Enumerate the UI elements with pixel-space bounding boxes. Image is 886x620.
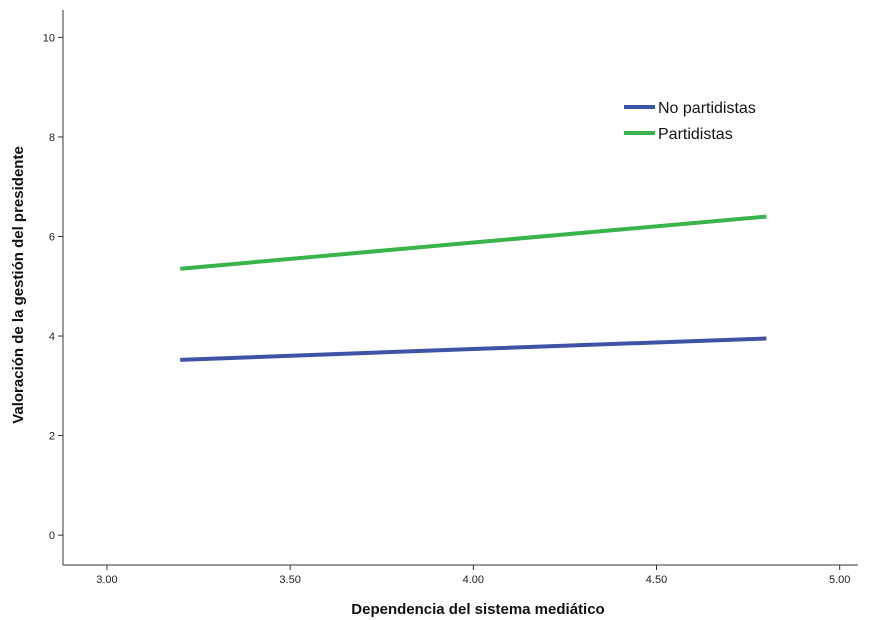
y-tick-label: 4 — [49, 331, 55, 343]
y-tick-label: 6 — [49, 231, 55, 243]
y-tick-label: 0 — [49, 530, 55, 542]
axes: 0 2 4 6 8 10 3.00 3.50 4.00 4.50 5.00 — [43, 10, 858, 586]
x-tick-label: 4.50 — [646, 574, 667, 586]
series-line-2 — [180, 214, 767, 271]
x-tick-label: 3.50 — [279, 574, 300, 586]
x-tick-label: 3.00 — [96, 574, 117, 586]
series-line-1 — [180, 336, 767, 362]
y-tick-label: 8 — [49, 132, 55, 144]
y-axis-title: Valoración de la gestión del presidente — [10, 146, 27, 424]
x-tick-label: 5.00 — [829, 574, 850, 586]
x-axis-title: Dependencia del sistema mediático — [351, 601, 604, 618]
legend: No partidistas Partidistas — [624, 100, 756, 143]
y-tick-label: 2 — [49, 431, 55, 443]
y-tick-label: 10 — [43, 32, 55, 44]
legend-label-2: Partidistas — [658, 126, 733, 143]
legend-label-1: No partidistas — [658, 100, 756, 117]
x-tick-label: 4.00 — [463, 574, 484, 586]
series-layer — [180, 214, 767, 362]
